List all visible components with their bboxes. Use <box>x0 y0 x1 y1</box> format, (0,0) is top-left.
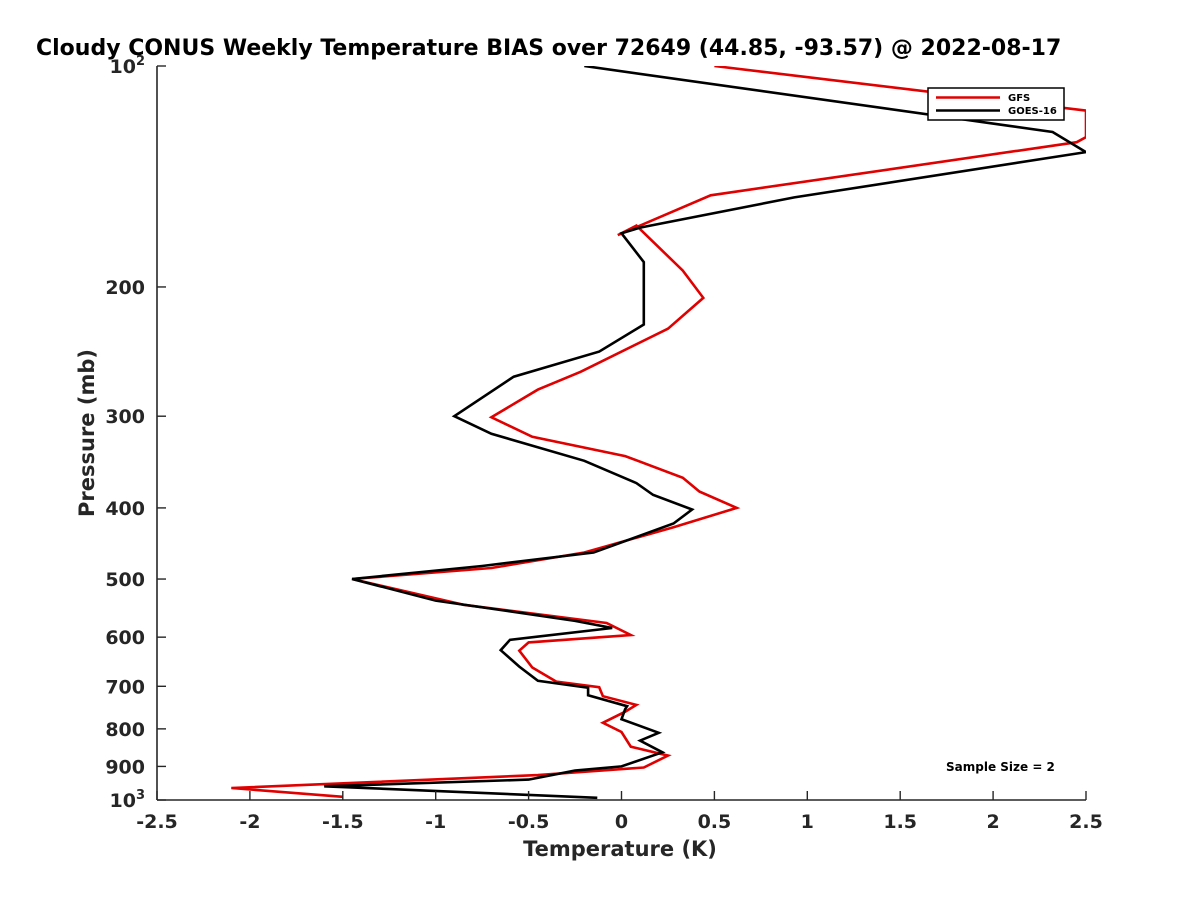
x-axis-label: Temperature (K) <box>523 837 717 861</box>
x-tick-label: -2.5 <box>136 811 178 833</box>
x-tick-label: 1 <box>801 811 814 833</box>
series-line-gfs <box>231 66 1086 799</box>
chart-title: Cloudy CONUS Weekly Temperature BIAS ove… <box>36 36 1061 61</box>
y-tick-label: 900 <box>105 756 145 778</box>
x-tick-label: 2.5 <box>1069 811 1103 833</box>
legend-label-gfs: GFS <box>1008 93 1030 104</box>
x-tick-label: 2 <box>986 811 999 833</box>
y-tick-label: 700 <box>105 676 145 698</box>
y-tick-label: 103 <box>110 788 146 812</box>
series-line-goes-16 <box>324 66 1086 800</box>
y-tick-label: 800 <box>105 719 145 741</box>
y-tick-label: 500 <box>105 569 145 591</box>
x-tick-label: -2 <box>239 811 260 833</box>
x-tick-label: 0.5 <box>698 811 732 833</box>
y-tick-label: 102 <box>110 54 146 78</box>
legend: GFS GOES-16 <box>927 87 1065 121</box>
legend-box <box>927 87 1065 121</box>
sample-size-annotation: Sample Size = 2 <box>946 760 1055 774</box>
x-tick-label: -0.5 <box>508 811 550 833</box>
legend-label-goes16: GOES-16 <box>1008 106 1057 117</box>
y-axis-label: Pressure (mb) <box>75 349 99 517</box>
y-tick-label: 200 <box>105 277 145 299</box>
x-tick-label: 1.5 <box>883 811 917 833</box>
x-tick-label: -1 <box>425 811 446 833</box>
y-tick-label: 300 <box>105 406 145 428</box>
y-tick-label: 600 <box>105 627 145 649</box>
y-tick-label: 400 <box>105 498 145 520</box>
x-tick-label: -1.5 <box>322 811 364 833</box>
x-tick-label: 0 <box>615 811 628 833</box>
